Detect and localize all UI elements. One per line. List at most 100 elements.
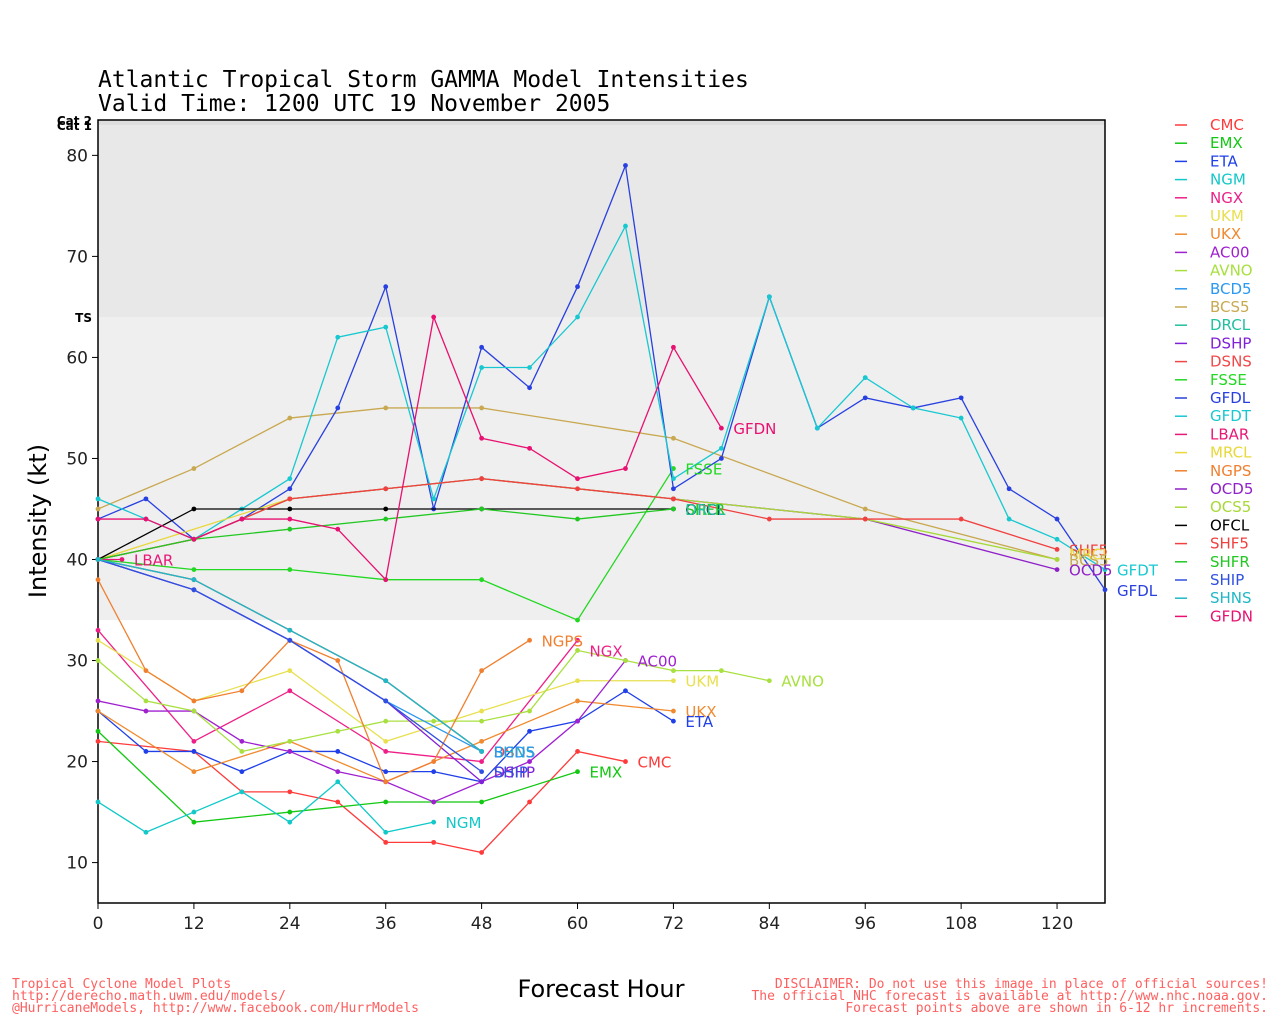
series-line-bcs5 (97, 407, 1058, 561)
legend-label-ngm: NGM (1210, 171, 1246, 189)
x-tick-label-72: 72 (663, 914, 685, 934)
point-gfdt-90 (814, 425, 820, 431)
point-gfdt-24 (287, 476, 293, 482)
point-gfdl-60 (575, 284, 580, 290)
point-ukx-0 (95, 708, 101, 714)
point-eta-54 (527, 728, 532, 734)
point-gfdn-0 (95, 516, 101, 522)
point-ofcl-36 (383, 506, 389, 512)
point-gfdn-24 (287, 516, 293, 522)
point-gfdn-6 (143, 516, 149, 522)
y-tick-label-40: 40 (66, 550, 88, 570)
legend-item-eta: ETA (1175, 152, 1238, 170)
point-cmc-36 (383, 839, 389, 845)
point-eta-6 (143, 749, 149, 754)
band-cat-1 (98, 125, 1105, 318)
point-ngm-42 (431, 819, 437, 825)
point-emx-0 (95, 728, 101, 734)
point-shf5-120 (1054, 546, 1060, 552)
point-ukm-72 (671, 678, 676, 684)
point-gfdl-78 (718, 456, 724, 461)
point-avno-36 (383, 718, 389, 724)
point-shns-24 (287, 627, 293, 633)
footer-right-line-1: DISCLAIMER: Do not use this image in pla… (775, 977, 1268, 992)
point-gfdn-66 (623, 466, 628, 471)
point-shf5-60 (575, 486, 580, 492)
footer-right-line-2: The official NHC forecast is available a… (751, 989, 1268, 1004)
point-ngps-36 (383, 779, 389, 785)
legend-item-gfdl: GFDL (1175, 389, 1251, 407)
point-avno-66 (623, 658, 628, 663)
legend-label-drcl: DRCL (1210, 316, 1251, 334)
legend-label-emx: EMX (1210, 134, 1243, 152)
point-eta-12 (191, 749, 197, 754)
point-lbar-3 (119, 557, 125, 562)
point-shfr-24 (287, 526, 293, 532)
x-tick-label-84: 84 (759, 914, 781, 934)
point-gfdt-42 (431, 496, 437, 502)
point-ship-36 (383, 698, 389, 704)
point-eta-18 (239, 769, 245, 775)
point-bcs5-96 (862, 506, 868, 512)
end-label-shf5: SHF5 (1069, 541, 1108, 559)
point-avno-12 (191, 708, 197, 714)
point-shns-36 (383, 678, 389, 684)
legend-label-mrcl: MRCL (1210, 444, 1252, 462)
end-label-ngps: NGPS (542, 632, 583, 650)
band-label-cat-1: Cat 1 (57, 119, 92, 133)
legend-label-ukx: UKX (1210, 225, 1241, 243)
point-gfdt-96 (862, 375, 868, 381)
point-gfdt-48 (479, 365, 485, 370)
legend-label-bcs5: BCS5 (1210, 298, 1250, 316)
point-gfdl-48 (479, 344, 485, 350)
series-line-eta (97, 690, 674, 783)
series-ngm (95, 779, 437, 835)
point-ngx-0 (95, 627, 101, 633)
point-gfdl-120 (1054, 516, 1060, 522)
legend-item-ngps: NGPS (1175, 462, 1251, 480)
point-dshp-48 (479, 779, 485, 785)
point-emx-24 (287, 809, 293, 815)
legend-item-bcs5: BCS5 (1175, 298, 1250, 316)
point-gfdn-18 (239, 516, 245, 522)
x-tick-label-60: 60 (567, 914, 589, 934)
legend-label-ofcl: OFCL (1210, 516, 1250, 534)
point-gfdt-78 (718, 445, 724, 451)
legend-label-ngx: NGX (1210, 189, 1243, 207)
point-ac00-54 (527, 759, 532, 764)
end-label-lbar: LBAR (134, 551, 173, 569)
point-ukm-0 (95, 637, 101, 643)
legend-label-cmc: CMC (1210, 116, 1244, 134)
point-ngx-36 (383, 749, 389, 754)
legend-item-ngx: NGX (1175, 189, 1243, 207)
point-gfdt-120 (1054, 536, 1060, 542)
point-gfdl-6 (143, 496, 149, 502)
legend-item-ac00: AC00 (1175, 243, 1250, 261)
series-shns (95, 557, 485, 754)
point-gfdl-66 (623, 163, 628, 168)
end-label-ac00: AC00 (637, 653, 677, 671)
legend-label-ship: SHIP (1210, 571, 1244, 589)
x-tick-label-12: 12 (183, 914, 205, 934)
legend-item-ofcl: OFCL (1175, 516, 1250, 534)
point-gfdt-72 (671, 476, 676, 482)
legend-label-gfdn: GFDN (1210, 607, 1253, 625)
point-ngm-6 (143, 829, 149, 835)
legend-label-ngps: NGPS (1210, 462, 1251, 480)
point-ngm-30 (335, 779, 341, 785)
y-tick-label-20: 20 (66, 753, 88, 773)
point-emx-36 (383, 799, 389, 805)
point-bcs5-0 (95, 506, 101, 512)
point-fsse-12 (191, 567, 197, 572)
point-ac00-18 (239, 738, 245, 744)
legend-item-bcd5: BCD5 (1175, 280, 1252, 298)
legend-label-eta: ETA (1210, 152, 1238, 170)
point-gfdl-96 (862, 395, 868, 401)
point-gfdn-48 (479, 435, 485, 441)
point-shf5-36 (383, 486, 389, 492)
point-ac00-6 (143, 708, 149, 714)
series-emx (95, 728, 580, 825)
point-ac00-24 (287, 749, 293, 754)
point-gfdn-12 (191, 536, 197, 542)
